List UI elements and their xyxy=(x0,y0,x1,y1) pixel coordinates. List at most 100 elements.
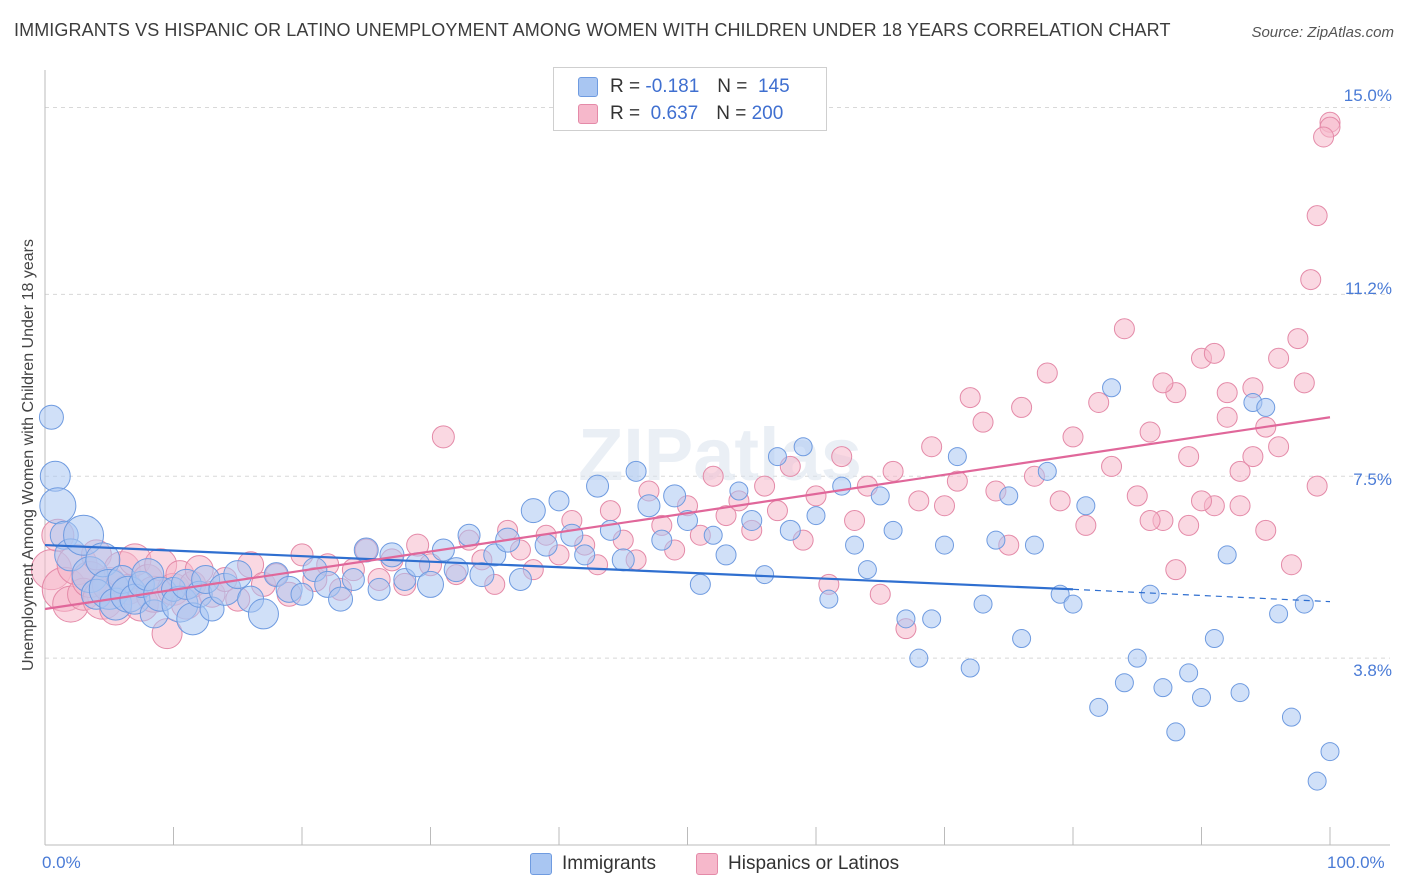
source-label: Source: ZipAtlas.com xyxy=(1251,24,1394,41)
immigrant-point xyxy=(845,535,865,555)
immigrant-point xyxy=(689,573,711,595)
immigrant-point xyxy=(1127,648,1147,668)
legend-item-immigrants: Immigrants xyxy=(530,851,656,877)
n-label: N = xyxy=(716,103,747,124)
hispanics-n-value: 200 xyxy=(751,103,784,124)
hispanic-point xyxy=(972,411,994,433)
hispanic-point xyxy=(1165,559,1187,581)
hispanic-point xyxy=(715,505,737,527)
immigrant-point xyxy=(1102,378,1122,398)
immigrants-n-value: 145 xyxy=(757,76,790,97)
immigrant-point xyxy=(922,609,942,629)
correlation-legend: R = -0.181 N = 145 R = 0.637 N = 200 xyxy=(553,67,827,131)
immigrant-point xyxy=(341,568,365,591)
immigrant-point xyxy=(677,510,698,531)
hispanic-point xyxy=(1011,396,1033,418)
immigrant-point xyxy=(663,484,687,508)
hispanic-point xyxy=(1268,347,1290,369)
r-label: R = xyxy=(610,76,641,97)
immigrant-point xyxy=(520,498,546,524)
hispanic-point xyxy=(1178,446,1200,468)
immigrant-point xyxy=(625,460,647,482)
x-tick-label-max: 100.0% xyxy=(1327,853,1385,872)
hispanics-swatch xyxy=(696,853,718,875)
immigrant-point xyxy=(1179,663,1199,683)
hispanic-point xyxy=(1229,460,1251,482)
hispanic-point xyxy=(1101,455,1123,477)
hispanic-point xyxy=(1216,382,1238,404)
hispanic-point xyxy=(1126,485,1148,507)
hispanic-point xyxy=(1306,475,1328,497)
immigrant-point xyxy=(508,568,532,591)
hispanic-point xyxy=(1306,205,1328,227)
hispanic-point xyxy=(1203,342,1225,364)
immigrant-point xyxy=(1153,678,1173,698)
hispanic-point xyxy=(1255,519,1277,541)
hispanic-point xyxy=(1062,426,1084,448)
immigrant-point xyxy=(896,609,916,629)
hispanic-point xyxy=(1268,436,1290,458)
hispanic-point xyxy=(934,495,955,517)
immigrant-point xyxy=(469,562,495,588)
immigrants-r-value: -0.181 xyxy=(645,76,700,97)
immigrant-point xyxy=(611,548,635,572)
immigrant-point xyxy=(328,586,354,612)
immigrant-point xyxy=(1012,629,1032,648)
hispanic-point xyxy=(1139,510,1161,531)
immigrant-point xyxy=(223,560,253,590)
immigrant-point xyxy=(574,544,596,566)
immigrant-point xyxy=(986,530,1006,550)
immigrant-point xyxy=(1320,742,1340,762)
immigrant-point xyxy=(703,525,723,545)
immigrant-point xyxy=(1114,673,1134,693)
hispanic-point xyxy=(908,490,930,512)
immigrant-point xyxy=(1307,771,1327,791)
hispanic-point xyxy=(1139,421,1161,443)
grid-lines xyxy=(45,107,1390,659)
hispanic-point xyxy=(754,475,776,497)
immigrant-point xyxy=(857,560,877,580)
immigrant-point xyxy=(1089,697,1109,717)
hispanic-point xyxy=(702,465,724,487)
immigrants-trend-line xyxy=(44,543,1074,591)
hispanic-point xyxy=(1280,554,1302,576)
hispanic-point xyxy=(1088,392,1110,413)
immigrant-point xyxy=(1217,545,1237,565)
hispanics-trend-line xyxy=(44,416,1331,611)
hispanic-point xyxy=(766,500,788,522)
immigrants-trend-extension xyxy=(1072,588,1331,603)
immigrant-point xyxy=(1063,594,1083,614)
immigrant-point xyxy=(1281,707,1301,727)
immigrant-point xyxy=(935,535,954,555)
immigrant-point xyxy=(443,557,469,583)
x-tick-label-min: 0.0% xyxy=(42,853,81,872)
immigrant-point xyxy=(870,486,890,506)
hispanic-point xyxy=(1242,446,1264,468)
chart-title: IMMIGRANTS VS HISPANIC OR LATINO UNEMPLO… xyxy=(14,20,1171,40)
hispanics-legend-label: Hispanics or Latinos xyxy=(728,853,900,874)
hispanic-point xyxy=(946,470,968,492)
hispanic-point xyxy=(869,583,891,605)
legend-item-hispanics: Hispanics or Latinos xyxy=(696,851,899,877)
y-tick-label: 11.2% xyxy=(1345,279,1392,298)
hispanic-point xyxy=(599,500,621,522)
y-tick-label: 15.0% xyxy=(1343,86,1392,105)
hispanics-swatch xyxy=(578,104,598,124)
hispanic-point xyxy=(1216,406,1238,428)
axes xyxy=(44,70,1390,846)
y-tick-label: 3.8% xyxy=(1353,661,1392,680)
immigrant-point xyxy=(1256,397,1276,417)
hispanic-point xyxy=(831,446,853,468)
immigrant-point xyxy=(651,529,673,551)
immigrant-point xyxy=(1037,461,1057,481)
immigrants-swatch xyxy=(530,853,552,875)
immigrant-point xyxy=(1140,584,1160,604)
hispanic-point xyxy=(959,387,981,409)
trend-lines xyxy=(44,416,1331,611)
hispanic-point xyxy=(1191,490,1212,512)
hispanic-point xyxy=(1293,372,1315,394)
hispanic-point xyxy=(1113,318,1135,340)
immigrant-point xyxy=(457,523,481,547)
immigrant-point xyxy=(1192,688,1211,707)
